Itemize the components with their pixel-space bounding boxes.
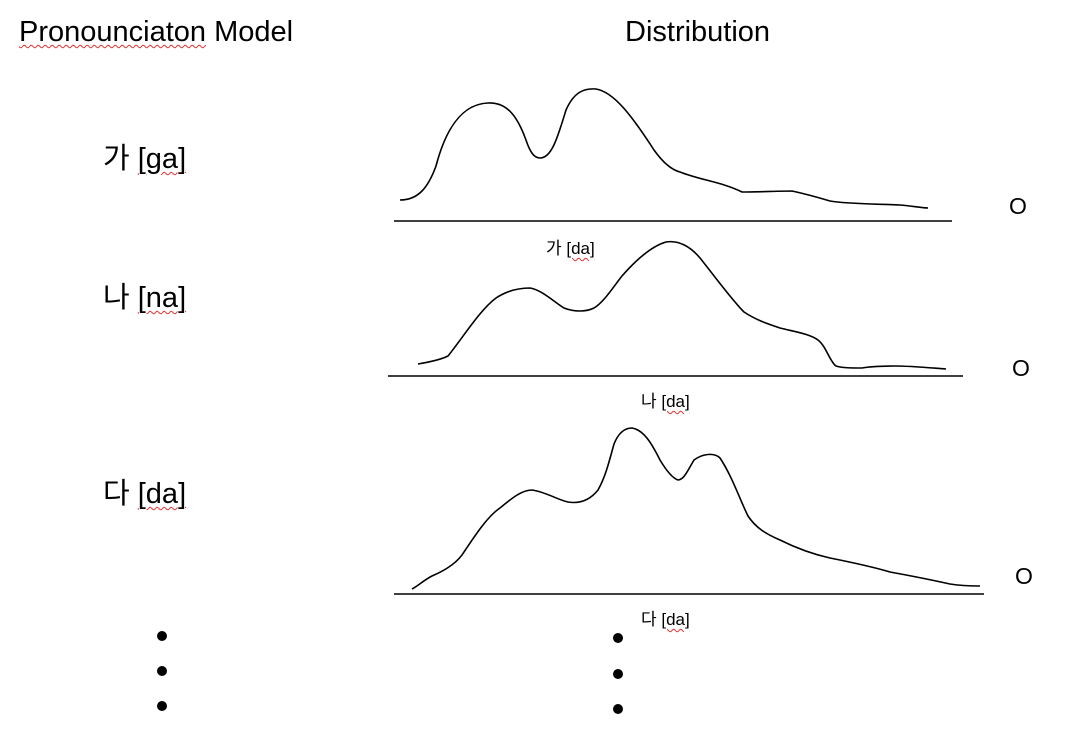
marker-na: O [1012,355,1030,381]
ellipsis-dot [613,669,623,679]
model-roman: [da] [137,478,187,510]
model-roman: [ga] [137,143,187,175]
ellipsis-dot [157,701,167,711]
dist-char: 가 [546,239,562,258]
dist-roman: [da] [661,392,690,411]
model-char: 다 [103,478,130,510]
dist-roman: [da] [566,239,595,258]
ellipsis-dot [613,704,623,714]
marker-da: O [1015,563,1033,589]
dist-label-ga: 가 [da] [546,240,595,257]
dist-char: 나 [641,392,657,411]
model-column-header: Pronounciaton Model [19,18,293,47]
ellipsis-dot [157,666,167,676]
distribution-da [394,427,984,595]
model-char: 나 [103,282,130,314]
dist-label-na: 나 [da] [641,393,690,410]
model-char: 가 [103,143,130,175]
density-curve-na [417,240,947,370]
dist-char: 다 [641,610,657,629]
model-header-rest: Model [206,16,294,48]
distribution-column-header: Distribution [625,16,771,48]
density-curve-ga [399,88,929,209]
marker-ga: O [1009,193,1027,219]
model-header-misspelled-word: Pronounciaton [19,16,207,48]
ellipsis-dot [613,633,623,643]
dist-roman: [da] [661,610,690,629]
model-label-na: 나 [na] [103,284,186,313]
distribution-ga [394,88,952,222]
distribution-na [388,240,963,377]
density-curve-da [411,427,981,590]
dist-label-da: 다 [da] [641,611,690,628]
model-roman: [na] [137,282,187,314]
model-label-da: 다 [da] [103,480,186,509]
model-label-ga: 가 [ga] [103,145,186,174]
ellipsis-dot [157,631,167,641]
